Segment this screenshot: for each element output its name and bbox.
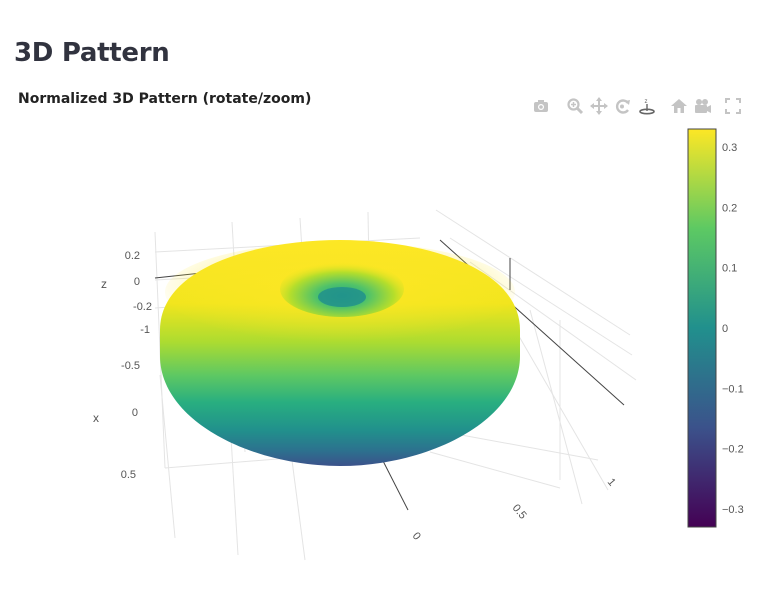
colorbar-gradient <box>687 128 717 528</box>
x-tick-0: -0.5 <box>121 360 140 372</box>
colorbar-tick-6: −0.3 <box>722 504 744 516</box>
plot-title: Normalized 3D Pattern (rotate/zoom) <box>18 91 312 107</box>
x-tick-2: 0.5 <box>121 469 136 481</box>
z-tick-0: 0.2 <box>125 250 140 262</box>
x-tick-1: 0 <box>132 407 138 419</box>
colorbar: 0.3 0.2 0.1 0 −0.1 −0.2 −0.3 <box>687 128 744 528</box>
colorbar-ticks: 0.3 0.2 0.1 0 −0.1 −0.2 −0.3 <box>722 142 744 516</box>
extra-tick-0: -1 <box>140 324 150 336</box>
z-tick-2: -0.2 <box>133 301 152 313</box>
colorbar-tick-0: 0.3 <box>722 142 737 154</box>
y-tick-1: 0.5 <box>510 502 529 521</box>
colorbar-tick-1: 0.2 <box>722 202 737 214</box>
torus-surface[interactable] <box>160 240 520 466</box>
torus-hole-core <box>318 287 366 307</box>
z-axis-label: z <box>101 277 107 291</box>
camera-icon[interactable] <box>532 97 550 115</box>
x-axis-label: x <box>93 411 99 425</box>
svg-text:z: z <box>645 99 648 105</box>
colorbar-tick-5: −0.2 <box>722 444 744 456</box>
colorbar-tick-4: −0.1 <box>722 383 744 395</box>
zoom-icon[interactable] <box>566 97 584 115</box>
camera-view-icon[interactable] <box>694 97 712 115</box>
orbit-rotation-icon[interactable] <box>614 97 632 115</box>
colorbar-tick-2: 0.1 <box>722 263 737 275</box>
y-tick-0: 0 <box>410 530 423 542</box>
page-title: 3D Pattern <box>14 38 170 68</box>
colorbar-tick-3: 0 <box>722 323 728 335</box>
turntable-rotation-icon[interactable]: z <box>638 97 656 115</box>
fullscreen-icon[interactable] <box>724 97 742 115</box>
pan-icon[interactable] <box>590 97 608 115</box>
home-icon[interactable] <box>670 97 688 115</box>
z-tick-1: 0 <box>134 276 140 288</box>
